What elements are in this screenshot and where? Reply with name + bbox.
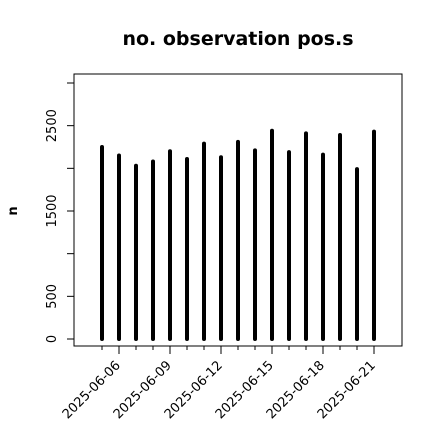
y-tick-label: 0 (45, 335, 60, 343)
y-axis: 0 500 1500 2500 (45, 82, 74, 343)
y-tick-label: 500 (45, 284, 60, 309)
x-axis: 2025-06-062025-06-092025-06-122025-06-15… (60, 346, 379, 422)
y-tick-label: 1500 (45, 194, 60, 227)
chart-title: no. observation pos.s (122, 28, 353, 50)
y-axis-label: n (6, 206, 21, 215)
bars-group (100, 128, 376, 341)
y-tick-label: 2500 (45, 109, 60, 142)
